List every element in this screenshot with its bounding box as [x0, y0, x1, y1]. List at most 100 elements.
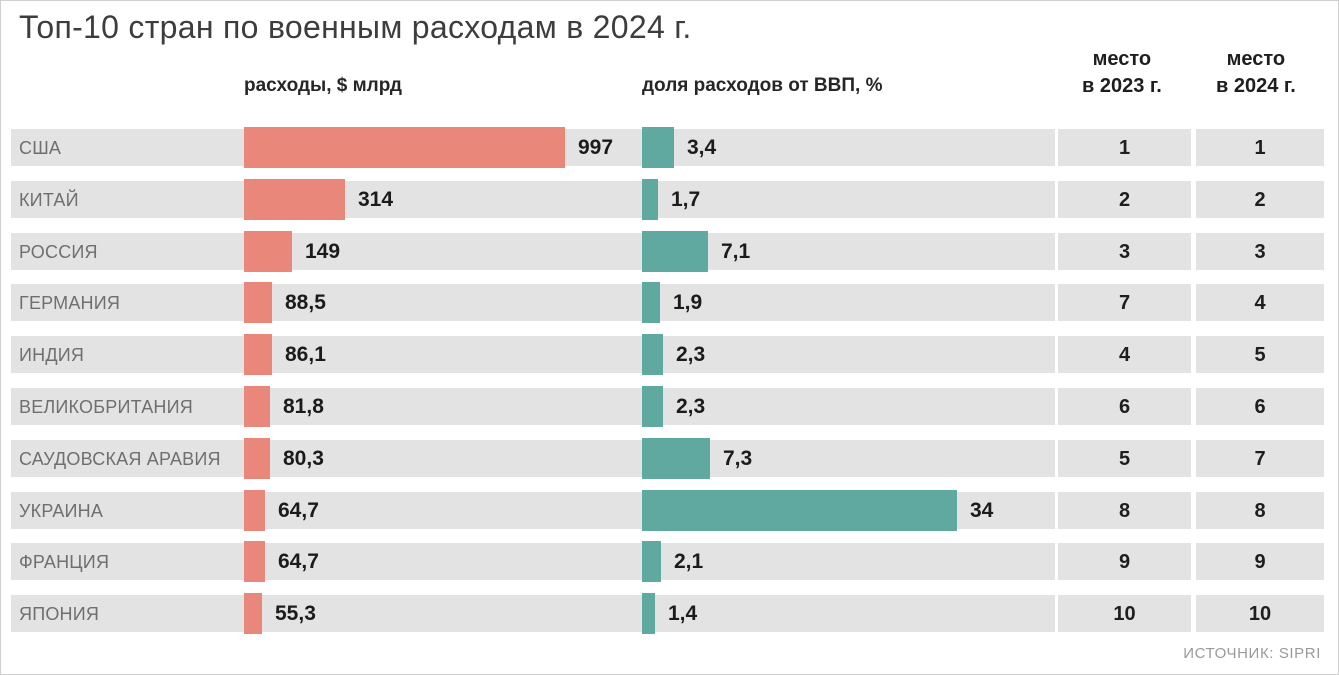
- rank-2023-cell: 5: [1058, 440, 1191, 477]
- country-label: ВЕЛИКОБРИТАНИЯ: [19, 397, 193, 417]
- row-background: [11, 595, 1055, 632]
- spending-bar: [244, 386, 270, 427]
- country-label: САУДОВСКАЯ АРАВИЯ: [19, 449, 221, 469]
- row-background: [11, 543, 1055, 580]
- spending-bar: [244, 593, 262, 634]
- spending-column-header: расходы, $ млрд: [244, 75, 402, 96]
- gdp-bar: [642, 541, 661, 582]
- source-note: ИСТОЧНИК: SIPRI: [1183, 645, 1321, 662]
- gdp-value: 1,9: [673, 291, 703, 314]
- gdp-value: 34: [970, 499, 994, 522]
- gdp-value: 3,4: [687, 136, 717, 159]
- gdp-bar: [642, 438, 710, 479]
- country-label: ГЕРМАНИЯ: [19, 293, 121, 313]
- rank-2024-cell: 3: [1196, 233, 1324, 270]
- rank-2024-cell: 6: [1196, 388, 1324, 425]
- spending-bar: [244, 541, 265, 582]
- spending-value: 55,3: [275, 602, 316, 625]
- rank-2023-header-line2: в 2023 г.: [1082, 75, 1162, 97]
- rank-2024-header-line1: место: [1226, 48, 1286, 70]
- table-row: США 997 3,4 1 1: [1, 127, 1338, 168]
- gdp-column-header: доля расходов от ВВП, %: [642, 75, 883, 96]
- row-background: [11, 233, 1055, 270]
- row-background: [11, 336, 1055, 373]
- spending-bar: [244, 127, 565, 168]
- table-row: ГЕРМАНИЯ 88,5 1,9 7 4: [1, 282, 1338, 323]
- spending-value: 64,7: [278, 550, 319, 573]
- page-title: Топ-10 стран по военным расходам в 2024 …: [19, 9, 692, 45]
- spending-value: 86,1: [285, 343, 326, 366]
- rank-2023-cell: 9: [1058, 543, 1191, 580]
- country-label: КИТАЙ: [19, 190, 79, 210]
- rank-2023-cell: 2: [1058, 181, 1191, 218]
- table-row: РОССИЯ 149 7,1 3 3: [1, 231, 1338, 272]
- gdp-bar: [642, 386, 663, 427]
- rank-2023-cell: 8: [1058, 492, 1191, 529]
- spending-value: 64,7: [278, 499, 319, 522]
- gdp-bar: [642, 282, 660, 323]
- row-background: [11, 181, 1055, 218]
- rank-2023-header-line1: место: [1092, 48, 1152, 70]
- gdp-value: 2,1: [674, 550, 704, 573]
- gdp-value: 1,4: [668, 602, 698, 625]
- gdp-value: 2,3: [676, 395, 706, 418]
- rank-2023-cell: 4: [1058, 336, 1191, 373]
- rank-2023-cell: 10: [1058, 595, 1191, 632]
- rank-2024-cell: 1: [1196, 129, 1324, 166]
- spending-bar: [244, 334, 272, 375]
- rank-2024-cell: 4: [1196, 284, 1324, 321]
- country-label: ЯПОНИЯ: [19, 604, 100, 624]
- rank-2024-cell: 2: [1196, 181, 1324, 218]
- spending-bar: [244, 231, 292, 272]
- rank-2024-cell: 7: [1196, 440, 1324, 477]
- rank-2023-column-header: место в 2023 г.: [1082, 46, 1162, 97]
- spending-value: 149: [305, 240, 341, 263]
- country-label: ФРАНЦИЯ: [19, 552, 110, 572]
- row-background: [11, 388, 1055, 425]
- row-background: [11, 440, 1055, 477]
- rank-2024-column-header: место в 2024 г.: [1216, 46, 1296, 97]
- gdp-bar: [642, 179, 658, 220]
- gdp-bar: [642, 231, 708, 272]
- gdp-bar: [642, 593, 655, 634]
- country-label: РОССИЯ: [19, 242, 98, 262]
- table-row: ЯПОНИЯ 55,3 1,4 10 10: [1, 593, 1338, 634]
- spending-bar: [244, 438, 270, 479]
- spending-bar: [244, 179, 345, 220]
- table-row: ИНДИЯ 86,1 2,3 4 5: [1, 334, 1338, 375]
- spending-value: 80,3: [283, 447, 324, 470]
- rank-2023-cell: 7: [1058, 284, 1191, 321]
- spending-bar: [244, 490, 265, 531]
- gdp-value: 2,3: [676, 343, 706, 366]
- country-label: США: [19, 138, 62, 158]
- rank-2024-cell: 5: [1196, 336, 1324, 373]
- table-row: ВЕЛИКОБРИТАНИЯ 81,8 2,3 6 6: [1, 386, 1338, 427]
- gdp-bar: [642, 490, 957, 531]
- country-label: ИНДИЯ: [19, 345, 85, 365]
- rank-2024-cell: 8: [1196, 492, 1324, 529]
- table-row: УКРАИНА 64,7 34 8 8: [1, 490, 1338, 531]
- gdp-value: 1,7: [671, 188, 701, 211]
- rank-2023-cell: 1: [1058, 129, 1191, 166]
- rank-2024-cell: 9: [1196, 543, 1324, 580]
- gdp-value: 7,3: [723, 447, 753, 470]
- rank-2023-cell: 6: [1058, 388, 1191, 425]
- spending-value: 81,8: [283, 395, 324, 418]
- country-label: УКРАИНА: [19, 501, 104, 521]
- rank-2024-header-line2: в 2024 г.: [1216, 75, 1296, 97]
- table-row: ФРАНЦИЯ 64,7 2,1 9 9: [1, 541, 1338, 582]
- gdp-value: 7,1: [721, 240, 751, 263]
- gdp-bar: [642, 127, 674, 168]
- spending-bar: [244, 282, 272, 323]
- rank-2024-cell: 10: [1196, 595, 1324, 632]
- spending-value: 997: [578, 136, 614, 159]
- row-background: [11, 284, 1055, 321]
- table-row: САУДОВСКАЯ АРАВИЯ 80,3 7,3 5 7: [1, 438, 1338, 479]
- spending-value: 314: [358, 188, 394, 211]
- gdp-bar: [642, 334, 663, 375]
- table-row: КИТАЙ 314 1,7 2 2: [1, 179, 1338, 220]
- rank-2023-cell: 3: [1058, 233, 1191, 270]
- spending-value: 88,5: [285, 291, 326, 314]
